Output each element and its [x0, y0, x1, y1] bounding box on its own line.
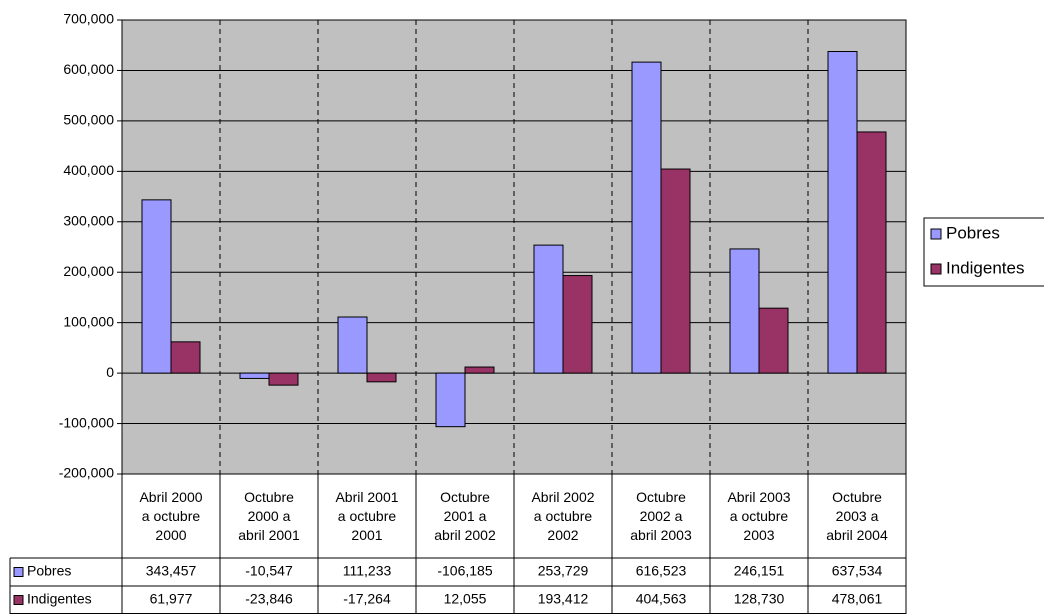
- bar: [758, 307, 789, 374]
- table-value: 111,233: [343, 563, 392, 579]
- y-tick-label: 300,000: [63, 212, 114, 228]
- legend-key: [13, 595, 24, 605]
- bar: [464, 366, 495, 374]
- table-value: 478,061: [832, 591, 883, 607]
- table-value: 404,563: [636, 591, 687, 607]
- table-value: 637,534: [832, 563, 883, 579]
- table-value: -17,264: [343, 591, 391, 607]
- category-label: Abril 2001 a octubre 2001: [335, 488, 399, 543]
- bar: [141, 199, 172, 374]
- table-value: -106,185: [437, 563, 492, 579]
- category-label: Abril 2002 a octubre 2002: [531, 488, 595, 543]
- bar: [239, 372, 270, 379]
- legend-box: [923, 217, 1044, 287]
- y-tick-label: -200,000: [59, 465, 114, 481]
- bar: [631, 61, 662, 374]
- y-tick-label: 600,000: [63, 61, 114, 77]
- y-tick-label: 700,000: [63, 11, 114, 27]
- table-value: 343,457: [146, 563, 197, 579]
- bar: [729, 248, 760, 374]
- y-tick-label: -100,000: [59, 414, 114, 430]
- bar: [827, 51, 858, 374]
- table-value: -23,846: [245, 591, 293, 607]
- bar: [337, 316, 368, 374]
- row-label: Pobres: [27, 563, 71, 579]
- bar: [170, 341, 201, 374]
- row-label: Indigentes: [27, 591, 92, 607]
- category-label: Octubre 2002 a abril 2003: [630, 488, 692, 543]
- y-tick-label: 100,000: [63, 313, 114, 329]
- category-label: Octubre 2003 a abril 2004: [826, 488, 888, 543]
- bar: [268, 372, 299, 386]
- bar: [366, 372, 397, 383]
- bar: [533, 244, 564, 374]
- table-value: -10,547: [245, 563, 293, 579]
- y-tick-label: 0: [106, 364, 114, 380]
- table-value: 246,151: [734, 563, 785, 579]
- table-value: 128,730: [734, 591, 785, 607]
- legend-key: [930, 263, 942, 275]
- bar: [856, 131, 887, 374]
- table-value: 12,055: [444, 591, 487, 607]
- bar: [562, 275, 593, 374]
- y-tick-label: 200,000: [63, 263, 114, 279]
- y-tick-label: 400,000: [63, 162, 114, 178]
- table-value: 253,729: [538, 563, 589, 579]
- bar: [435, 372, 466, 428]
- legend-label: Indigentes: [946, 258, 1024, 277]
- bar: [660, 168, 691, 374]
- table-value: 616,523: [636, 563, 687, 579]
- category-label: Abril 2003 a octubre 2003: [727, 488, 791, 543]
- legend-key: [930, 228, 942, 240]
- legend-label: Pobres: [946, 223, 1000, 242]
- category-label: Octubre 2000 a abril 2001: [238, 488, 300, 543]
- table-value: 193,412: [538, 591, 589, 607]
- legend-key: [13, 567, 24, 577]
- table-value: 61,977: [150, 591, 193, 607]
- category-label: Abril 2000 a octubre 2000: [139, 488, 203, 543]
- y-tick-label: 500,000: [63, 112, 114, 128]
- category-label: Octubre 2001 a abril 2002: [434, 488, 496, 543]
